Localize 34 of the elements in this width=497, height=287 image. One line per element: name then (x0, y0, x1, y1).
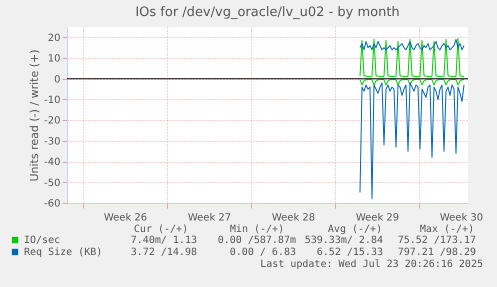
y-tick-label: -30 (44, 136, 60, 148)
legend-label: IO/sec (24, 235, 60, 246)
text: 0.00 /587.87m (218, 235, 296, 246)
x-tick-label: Week 28 (272, 212, 316, 224)
y-tick-label: 10 (48, 54, 60, 65)
x-tick-label: Week 27 (188, 212, 232, 224)
text: 75.52 /173.17 (398, 235, 476, 246)
text: Min (-/+) (230, 224, 284, 235)
line-series (360, 38, 464, 50)
y-tick-label: -50 (44, 178, 60, 189)
chart-title: IOs for /dev/vg_oracle/lv_u02 - by month (135, 5, 400, 20)
text: Last update: Wed Jul 23 20:26:16 2025 (260, 259, 483, 270)
text: Max (-/+) (420, 224, 474, 235)
text: 6.52 /15.33 (316, 247, 383, 258)
x-tick-label: Week 26 (104, 212, 148, 224)
y-tick-label: -40 (44, 157, 60, 168)
x-tick-label: Week 29 (356, 212, 400, 224)
y-tick-label: -10 (44, 94, 60, 106)
legend-label: Req Size (KB) (24, 247, 102, 258)
y-axis-title: Units read (-) / write (+) (28, 49, 42, 182)
line-series (360, 82, 464, 200)
text: 539.33m/ 2.84 (304, 235, 383, 246)
text: 3.72 /14.98 (130, 247, 197, 258)
text: 7.40m/ 1.13 (130, 235, 197, 246)
y-tick-label: 0 (54, 74, 60, 86)
text: 0.00 / 6.83 (230, 247, 296, 258)
y-tick-label: -60 (44, 198, 60, 210)
x-tick-label: Week 30 (440, 212, 484, 224)
y-tick-label: -20 (44, 116, 60, 127)
text: 797.21 /98.29 (398, 247, 476, 258)
text: Avg (-/+) (328, 224, 382, 235)
y-tick-label: 20 (48, 32, 60, 44)
line-series (360, 38, 464, 78)
text: Cur (-/+) (134, 224, 188, 235)
